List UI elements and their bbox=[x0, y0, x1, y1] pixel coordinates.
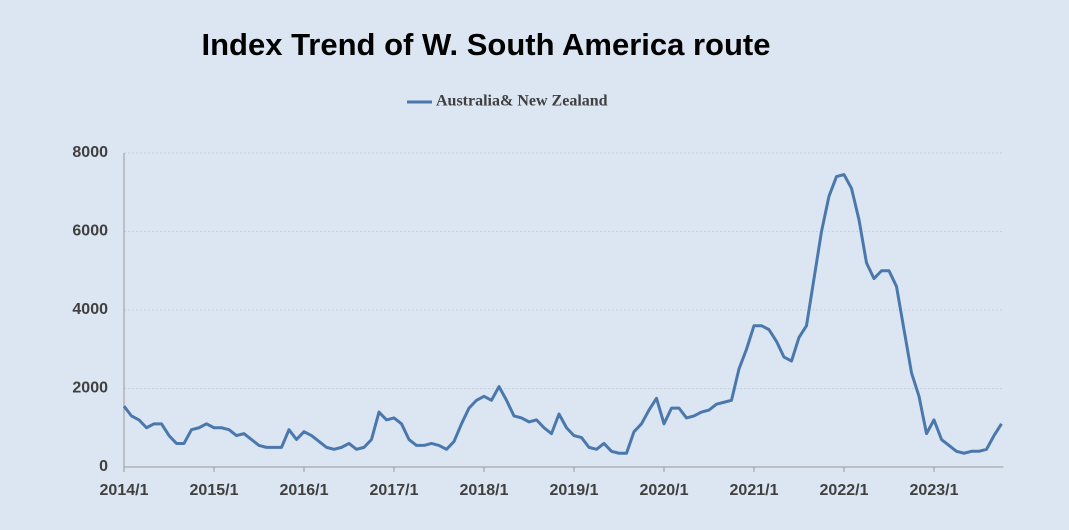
x-tick-label: 2014/1 bbox=[100, 482, 149, 499]
legend-label: Australia& New Zealand bbox=[436, 93, 608, 110]
x-tick-label: 2016/1 bbox=[280, 482, 329, 499]
chart-title: Index Trend of W. South America route bbox=[202, 27, 771, 62]
y-tick-label: 4000 bbox=[72, 301, 108, 318]
y-tick-label: 2000 bbox=[72, 380, 108, 397]
y-tick-label: 0 bbox=[99, 458, 108, 475]
x-tick-label: 2018/1 bbox=[460, 482, 509, 499]
y-tick-label: 8000 bbox=[72, 144, 108, 161]
x-tick-label: 2021/1 bbox=[730, 482, 779, 499]
x-tick-label: 2023/1 bbox=[910, 482, 959, 499]
x-tick-label: 2017/1 bbox=[370, 482, 419, 499]
series-line bbox=[122, 173, 1003, 455]
x-tick-label: 2019/1 bbox=[550, 482, 599, 499]
x-tick-label: 2020/1 bbox=[640, 482, 689, 499]
x-tick-label: 2022/1 bbox=[820, 482, 869, 499]
y-tick-label: 6000 bbox=[72, 223, 108, 240]
x-tick-label: 2015/1 bbox=[190, 482, 239, 499]
